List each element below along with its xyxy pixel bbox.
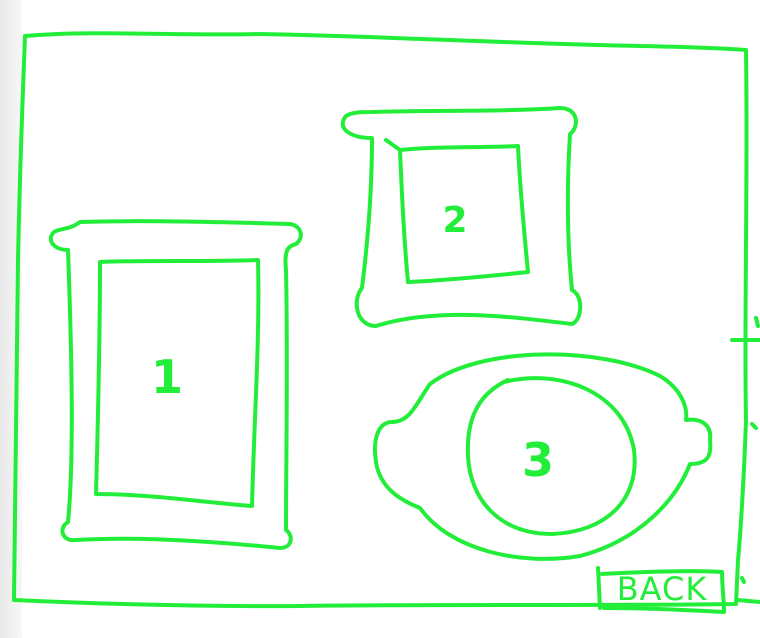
frame-1-outer [48, 219, 303, 550]
frame-2-inner [384, 138, 530, 284]
artwork-2-label: 2 [442, 200, 468, 241]
artwork-1-label: 1 [150, 350, 183, 404]
frame-2-outer [340, 106, 583, 328]
edge-mark [730, 316, 760, 604]
back-button[interactable]: BACK [616, 570, 708, 608]
wall-border [12, 31, 749, 609]
artwork-3-label: 3 [521, 433, 554, 487]
back-button-box [596, 566, 726, 614]
frame-3-inner [465, 376, 637, 536]
frame-3-outer [373, 352, 713, 561]
frame-1-inner [94, 258, 261, 508]
